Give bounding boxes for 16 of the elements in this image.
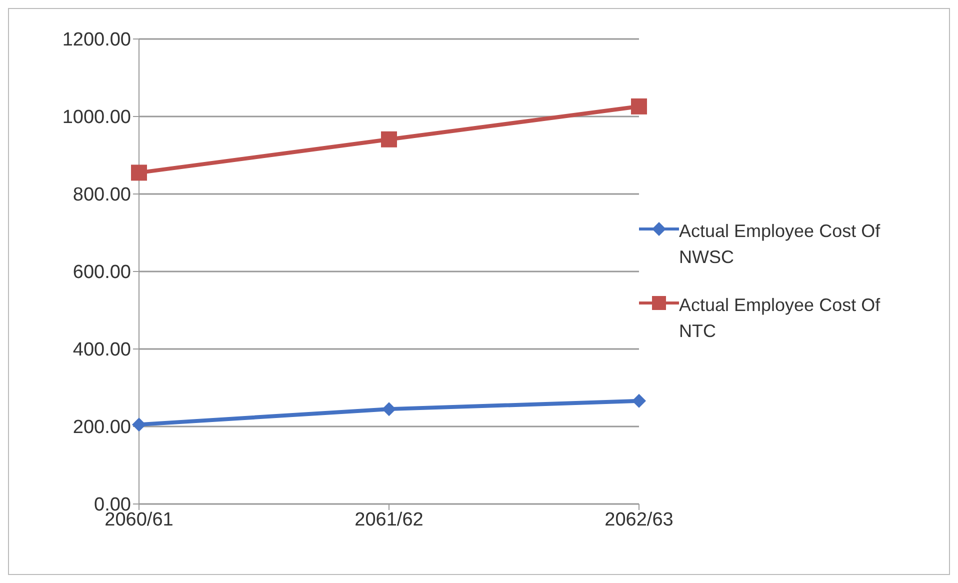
point (131, 164, 147, 181)
y-tick-label: 400.00 (72, 340, 131, 361)
point (632, 394, 646, 408)
point (132, 418, 146, 432)
y-tick-label: 600.00 (72, 262, 131, 284)
point (381, 131, 397, 148)
point (631, 98, 647, 114)
x-tick-label: 2061/62 (354, 509, 424, 530)
y-tick-label: 200.00 (72, 417, 131, 438)
y-tick-label: 1000.00 (62, 107, 131, 128)
legend-label: Actual Employee Cost Of NTC (679, 294, 882, 342)
y-tick-label: 800.00 (72, 184, 131, 206)
point (382, 402, 396, 416)
legend-label: Actual Employee Cost Of NWSC (679, 220, 882, 268)
y-tick-label: 1200.00 (62, 30, 131, 51)
x-tick-label: 2062/63 (604, 509, 674, 530)
